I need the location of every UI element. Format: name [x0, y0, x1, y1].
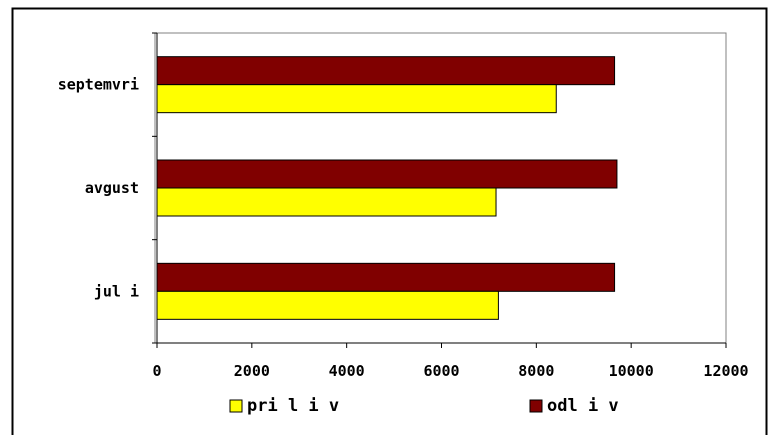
category-label: jul i [94, 282, 139, 300]
x-tick-label: 2000 [234, 362, 270, 380]
labels: 0 2000 4000 6000 8000 10000 12000 septemvri avgu… [58, 76, 749, 380]
x-tick-label: 6000 [423, 362, 459, 380]
bar-odliv [156, 56, 616, 86]
cropped-title-strip [0, 0, 768, 7]
category-label: avgust [85, 179, 139, 197]
bars [156, 56, 618, 320]
bar-priliv [156, 84, 557, 114]
legend-label: odl i v [547, 396, 619, 416]
legend-swatch [529, 399, 543, 413]
category-label: septemvri [58, 76, 139, 94]
x-tick-label: 0 [152, 362, 161, 380]
bar-priliv [156, 290, 499, 320]
legend-label: pri l i v [247, 396, 339, 416]
x-tick-label: 4000 [329, 362, 365, 380]
bar-priliv [156, 187, 497, 217]
x-tick-label: 8000 [518, 362, 554, 380]
legend-swatch [229, 399, 243, 413]
x-tick-label: 12000 [703, 362, 748, 380]
x-tick-label: 10000 [609, 362, 654, 380]
bar-odliv [156, 262, 616, 292]
legend: pri l i v odl i v [229, 396, 619, 416]
bar-odliv [156, 159, 618, 189]
